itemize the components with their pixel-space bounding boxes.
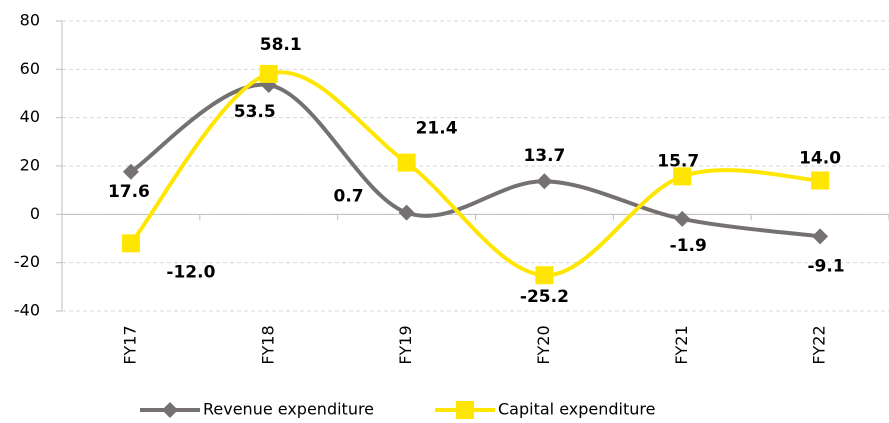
marker [536,173,553,190]
marker [812,228,829,245]
value-label: 13.7 [523,146,565,166]
x-tick-label: FY19 [396,325,415,364]
marker [121,234,140,253]
value-label: 0.7 [334,187,364,207]
value-label: 15.7 [657,151,699,171]
value-label: -12.0 [166,262,215,282]
marker [397,153,416,172]
x-tick-label: FY20 [534,325,553,364]
legend-label: Capital expenditure [498,400,655,419]
value-label: 58.1 [260,35,302,55]
value-label: 17.6 [108,182,150,202]
value-label: -1.9 [670,236,707,256]
x-tick-label: FY21 [672,325,691,364]
marker [811,171,830,190]
value-label: 21.4 [416,119,458,139]
y-tick-label: 60 [20,59,40,78]
marker [122,163,139,180]
marker [398,204,415,221]
value-label: -9.1 [807,256,844,276]
value-label: 53.5 [234,102,276,122]
y-tick-label: 20 [20,156,40,175]
value-label: 14.0 [799,149,841,169]
x-tick-label: FY22 [810,325,829,364]
x-tick-label: FY17 [120,325,139,364]
marker [259,64,278,83]
y-tick-label: -20 [14,252,40,271]
y-tick-label: 0 [30,204,40,223]
legend-marker [456,401,474,419]
y-tick-label: 80 [20,11,40,30]
marker [673,167,692,186]
y-tick-label: -40 [14,301,40,320]
marker [674,210,691,227]
value-label: -25.2 [520,287,569,307]
marker [535,266,554,285]
y-tick-label: 40 [20,107,40,126]
x-tick-label: FY18 [258,325,277,364]
legend-label: Revenue expenditure [203,400,374,419]
legend-marker [162,402,178,418]
